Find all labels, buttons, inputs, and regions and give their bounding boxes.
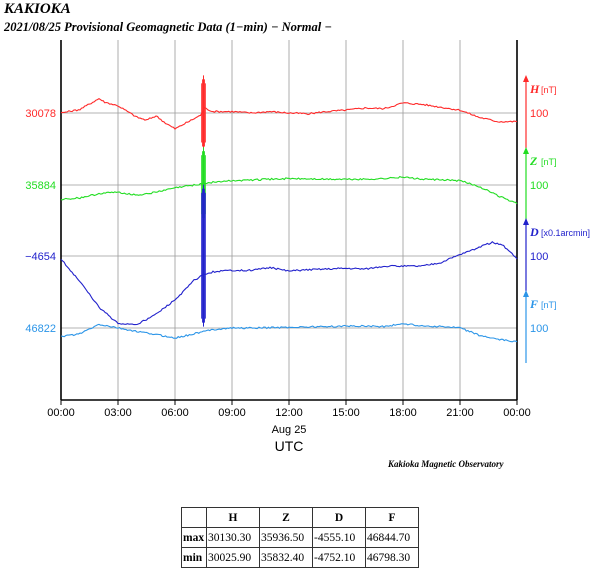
station-title: KAKIOKA	[4, 1, 71, 17]
series-name-label: D	[529, 225, 539, 239]
stats-row-min: min 30025.90 35832.40 -4752.10 46798.30	[181, 547, 419, 568]
series-base-label: 46822	[25, 323, 56, 335]
scale-arrowhead	[523, 75, 529, 82]
scale-value-label: 100	[530, 180, 548, 192]
stats-cell: -4752.10	[312, 547, 366, 568]
stats-cell: 30025.90	[206, 547, 260, 568]
series-base-label: 35884	[25, 180, 56, 192]
scale-arrowhead	[523, 218, 529, 225]
magnetogram-plot: 00:00 03:00 06:00 09:00 12:00 15:00 18:00 21:00…	[25, 40, 590, 454]
stats-header-row: H Z D F	[181, 507, 419, 528]
series-name-label: Z	[529, 154, 538, 168]
stats-corner-cell	[181, 507, 207, 528]
x-tick-label: 12:00	[275, 407, 303, 419]
x-tick-label: 18:00	[389, 407, 417, 419]
series-line-h	[60, 97, 518, 130]
series-unit-label: [x0.1arcmin]	[541, 228, 590, 238]
stats-row-label: max	[181, 527, 207, 548]
stats-cell: 35936.50	[259, 527, 313, 548]
stats-row-label: min	[181, 547, 207, 568]
x-tick-label: 06:00	[161, 407, 189, 419]
stats-cell: 46798.30	[365, 547, 419, 568]
x-tick-label: 09:00	[218, 407, 246, 419]
stats-cell: 35832.40	[259, 547, 313, 568]
scale-value-label: 100	[530, 108, 548, 120]
stats-header-f: F	[365, 507, 419, 528]
scale-arrowhead	[523, 290, 529, 297]
series-unit-label: [nT]	[541, 300, 557, 310]
stats-cell: -4555.10	[312, 527, 366, 548]
x-tick-label: 21:00	[446, 407, 474, 419]
series-unit-label: [nT]	[541, 157, 557, 167]
series-base-label: 30078	[25, 108, 56, 120]
x-date-label: Aug 25	[272, 424, 307, 436]
series-line-f	[60, 323, 518, 343]
x-axis-label: UTC	[275, 438, 304, 454]
scale-arrowhead	[523, 147, 529, 154]
series-base-label: −4654	[25, 251, 56, 263]
stats-header-h: H	[206, 507, 260, 528]
scale-value-label: 100	[530, 251, 548, 263]
stats-cell: 46844.70	[365, 527, 419, 548]
stats-header-z: Z	[259, 507, 313, 528]
series-line-z	[60, 175, 518, 205]
x-tick-label: 15:00	[332, 407, 360, 419]
stats-row-max: max 30130.30 35936.50 -4555.10 46844.70	[181, 527, 419, 548]
x-tick-label: 00:00	[47, 407, 75, 419]
stats-table: H Z D F max 30130.30 35936.50 -4555.10 4…	[181, 507, 419, 568]
stats-header-d: D	[312, 507, 366, 528]
series-name-label: F	[529, 297, 538, 311]
scale-value-label: 100	[530, 323, 548, 335]
series-line-d	[60, 240, 518, 326]
series-name-label: H	[529, 82, 540, 96]
stats-cell: 30130.30	[206, 527, 260, 548]
series-unit-label: [nT]	[541, 85, 557, 95]
chart-subtitle: 2021/08/25 Provisional Geomagnetic Data …	[4, 20, 332, 34]
x-tick-label: 03:00	[104, 407, 132, 419]
x-tick-label: 00:00	[503, 407, 531, 419]
observatory-credit: Kakioka Magnetic Observatory	[388, 459, 504, 469]
